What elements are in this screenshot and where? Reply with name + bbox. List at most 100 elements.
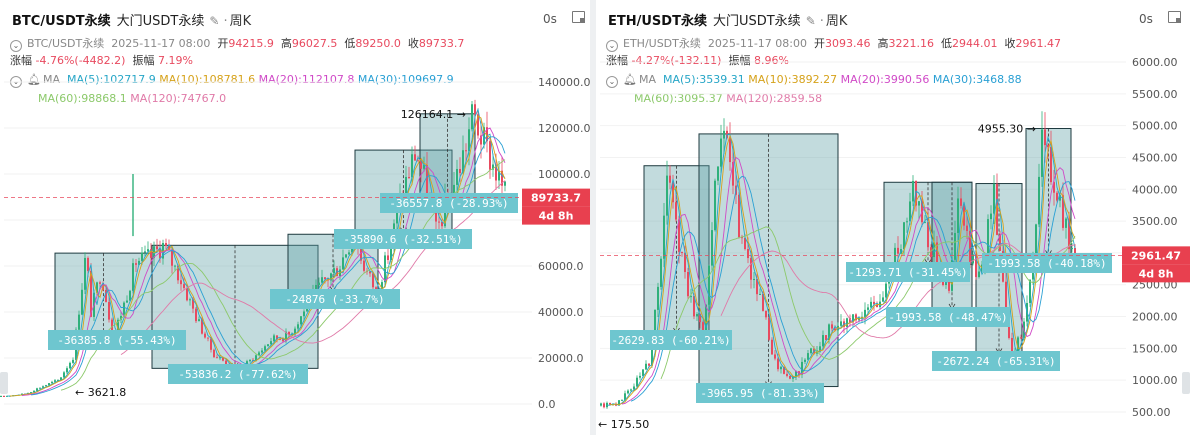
candle — [747, 249, 749, 259]
countdown-tag: 4d 8h — [1139, 267, 1174, 280]
candle — [885, 283, 887, 298]
symbol-title: BTC/USDT永续 — [12, 14, 111, 29]
candle — [720, 138, 722, 167]
candle — [210, 338, 212, 350]
bell-icon[interactable]: 🔔︎ — [27, 73, 41, 86]
collapse-chevron-icon[interactable]: ⌄ — [10, 40, 22, 52]
candle — [39, 387, 41, 389]
candle — [135, 263, 137, 265]
candle — [615, 404, 617, 406]
maximize-icon[interactable] — [1168, 11, 1181, 23]
ohlc-row: ⌄ ETH/USDT永续 2025-11-17 08:00 开3093.46 高3… — [606, 37, 1061, 52]
candle — [852, 314, 854, 323]
candle — [624, 393, 626, 400]
collapse-chevron-icon[interactable]: ⌄ — [606, 40, 618, 52]
candle — [486, 127, 488, 142]
price-tag-bg — [522, 188, 590, 207]
drawdown-label: -2629.83 (-60.21%) — [611, 334, 730, 347]
drawdown-label-bg — [886, 307, 1010, 327]
edit-icon[interactable]: ✎ — [805, 14, 816, 28]
chart-title[interactable]: BTC/USDT永续 大门USDT永续 ✎ · 周K — [12, 14, 252, 29]
candle — [744, 237, 746, 250]
exchange-subtitle: 大门USDT永续 — [116, 14, 205, 29]
candle — [969, 230, 971, 264]
candle — [993, 183, 995, 214]
drawdown-label-bg — [610, 330, 732, 350]
candle — [630, 389, 632, 391]
eth-price-chart[interactable]: 500.001000.001500.002000.002500.003000.0… — [596, 0, 1190, 435]
ma10-line — [609, 134, 1076, 406]
candle — [1068, 218, 1070, 250]
change-row: 涨幅 -4.76%(-4482.2) 振幅 7.19% — [10, 54, 193, 67]
candle — [801, 361, 803, 375]
candle — [51, 381, 53, 384]
maximize-icon[interactable] — [572, 11, 585, 23]
candle — [876, 304, 878, 308]
candle — [831, 324, 833, 329]
y-tick-label: 500.00 — [1132, 406, 1171, 419]
low-marker-label: ← 3621.8 — [75, 386, 126, 399]
period-label[interactable]: 周K — [825, 14, 848, 29]
candle — [666, 175, 668, 216]
candle — [54, 380, 56, 382]
candle — [441, 221, 443, 227]
candle — [894, 247, 896, 269]
chart-title[interactable]: ETH/USDT永续 大门USDT永续 ✎ · 周K — [608, 14, 848, 29]
candle — [132, 263, 134, 291]
time-label[interactable]: 0s — [543, 12, 557, 26]
candle — [954, 232, 956, 260]
candle — [459, 168, 461, 174]
candle — [279, 339, 281, 341]
candle — [462, 150, 464, 174]
candle — [780, 366, 782, 370]
candle — [729, 137, 731, 163]
period-label[interactable]: 周K — [229, 14, 252, 29]
y-tick-label: 5000.00 — [1132, 120, 1178, 133]
candle — [705, 304, 707, 333]
ma30-line — [30, 136, 506, 396]
candle — [387, 255, 389, 260]
candle — [180, 280, 182, 285]
candle — [642, 369, 644, 376]
candle — [63, 372, 65, 378]
candle — [153, 246, 155, 258]
candle — [0, 395, 2, 397]
candle — [789, 375, 791, 379]
candle — [696, 314, 698, 317]
drawdown-label-bg — [982, 253, 1112, 273]
candle — [759, 294, 761, 296]
candle — [873, 301, 875, 305]
price-tag: 2961.47 — [1131, 249, 1181, 262]
btc-price-chart[interactable]: 0.020000.040000.060000.080000.0100000.01… — [0, 0, 590, 435]
candle — [270, 341, 272, 345]
candle — [711, 230, 713, 266]
candle — [126, 300, 128, 303]
candle — [804, 359, 806, 362]
candle — [30, 392, 32, 394]
candle — [129, 290, 131, 301]
candle — [162, 243, 164, 259]
y-tick-label: 4500.00 — [1132, 151, 1178, 164]
drawdown-label: -35890.6 (-32.51%) — [343, 233, 462, 246]
time-label[interactable]: 0s — [1139, 12, 1153, 26]
candle — [942, 280, 944, 285]
candle — [258, 352, 260, 356]
panel-divider[interactable] — [590, 0, 596, 435]
candle — [426, 164, 428, 200]
candle — [282, 339, 284, 342]
candle — [255, 355, 257, 361]
candle — [741, 237, 743, 239]
edit-icon[interactable]: ✎ — [209, 14, 220, 28]
candle — [492, 164, 494, 170]
bell-icon[interactable]: 🔔︎ — [623, 73, 637, 86]
collapse-chevron-icon[interactable]: ⌄ — [606, 76, 618, 88]
candle — [42, 386, 44, 388]
scroll-right-handle[interactable] — [1182, 372, 1190, 394]
candle — [765, 310, 767, 318]
candle — [756, 278, 758, 295]
candle — [288, 331, 290, 336]
high-marker-label: 4955.30 → — [978, 122, 1036, 135]
scroll-left-handle[interactable] — [0, 372, 8, 394]
drawdown-label-bg — [48, 330, 186, 350]
candle — [774, 354, 776, 359]
